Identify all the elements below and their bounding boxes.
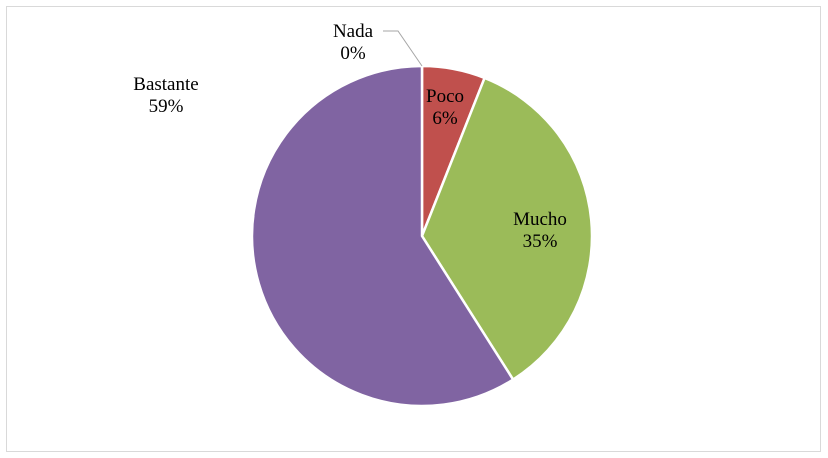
pie-slices [250, 64, 594, 408]
pie-slice-bastante [250, 64, 515, 408]
data-label-bastante: Bastante 59% [133, 74, 198, 117]
data-labels: Nada 0% Poco 6% Mucho 35% Bastante 59% [133, 21, 567, 252]
data-label-poco: Poco 6% [426, 86, 464, 129]
data-label-mucho: Mucho 35% [513, 209, 567, 252]
leader-line-nada [383, 30, 423, 67]
leader-lines [383, 30, 423, 67]
data-label-nada: Nada 0% [333, 21, 374, 64]
pie-slice-mucho [420, 76, 594, 381]
